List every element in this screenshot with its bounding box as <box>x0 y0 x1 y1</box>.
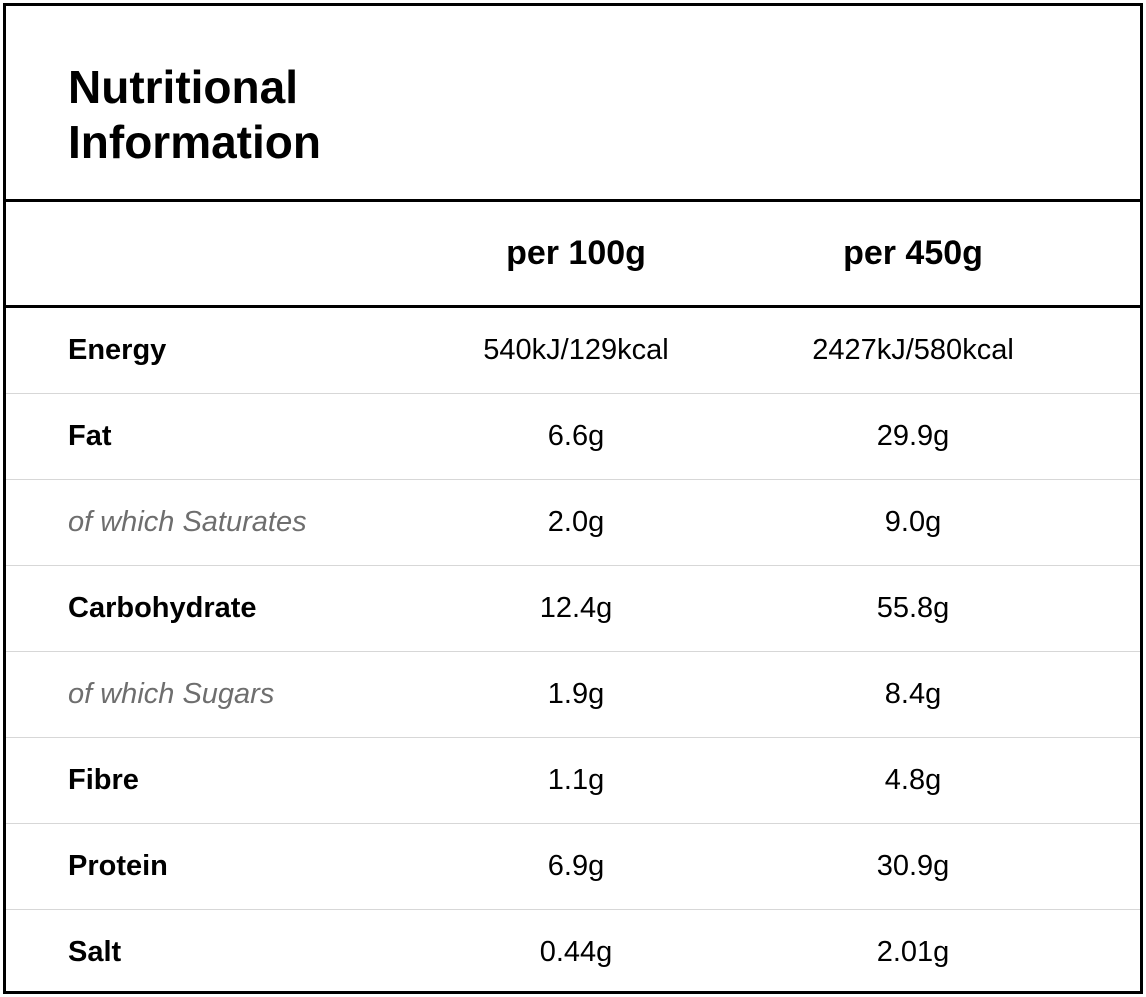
row-label: Energy <box>68 334 167 366</box>
page-title: Nutritional Information <box>68 60 388 170</box>
value-per-100g: 1.1g <box>547 764 605 796</box>
table-row-carbohydrate: Carbohydrate 12.4g 55.8g <box>6 566 1140 652</box>
value-per-450g: 2.01g <box>876 936 950 968</box>
row-label: Fibre <box>68 764 139 796</box>
nutrition-table-body: Energy 540kJ/129kcal 2427kJ/580kcal Fat … <box>6 308 1140 996</box>
row-label: Fat <box>68 420 112 452</box>
title-line-2: Information <box>68 116 321 168</box>
value-per-100g: 0.44g <box>539 936 613 968</box>
table-row-energy: Energy 540kJ/129kcal 2427kJ/580kcal <box>6 308 1140 394</box>
table-row-salt: Salt 0.44g 2.01g <box>6 910 1140 996</box>
value-per-450g: 2427kJ/580kcal <box>812 334 1014 366</box>
table-row-saturates: of which Saturates 2.0g 9.0g <box>6 480 1140 566</box>
nutrition-panel: Nutritional Information per 100g per 450g… <box>3 3 1143 994</box>
table-row-fat: Fat 6.6g 29.9g <box>6 394 1140 480</box>
value-per-450g: 55.8g <box>876 592 950 624</box>
value-per-100g: 2.0g <box>547 506 605 538</box>
table-row-fibre: Fibre 1.1g 4.8g <box>6 738 1140 824</box>
column-header-per-450g: per 450g <box>843 234 983 272</box>
row-label: of which Sugars <box>68 678 275 710</box>
value-per-100g: 6.6g <box>547 420 605 452</box>
table-header: per 100g per 450g <box>6 202 1140 308</box>
row-label: Protein <box>68 850 168 882</box>
value-per-100g: 1.9g <box>547 678 605 710</box>
column-header-per-100g: per 100g <box>506 234 646 272</box>
value-per-100g: 540kJ/129kcal <box>483 334 669 366</box>
row-label: Carbohydrate <box>68 592 257 624</box>
table-row-sugars: of which Sugars 1.9g 8.4g <box>6 652 1140 738</box>
value-per-450g: 8.4g <box>884 678 942 710</box>
value-per-450g: 4.8g <box>884 764 942 796</box>
table-row-protein: Protein 6.9g 30.9g <box>6 824 1140 910</box>
title-line-1: Nutritional <box>68 61 298 113</box>
value-per-450g: 29.9g <box>876 420 950 452</box>
value-per-100g: 6.9g <box>547 850 605 882</box>
row-label: of which Saturates <box>68 506 307 538</box>
value-per-450g: 9.0g <box>884 506 942 538</box>
value-per-100g: 12.4g <box>539 592 613 624</box>
title-block: Nutritional Information <box>6 6 1140 202</box>
value-per-450g: 30.9g <box>876 850 950 882</box>
row-label: Salt <box>68 936 122 968</box>
